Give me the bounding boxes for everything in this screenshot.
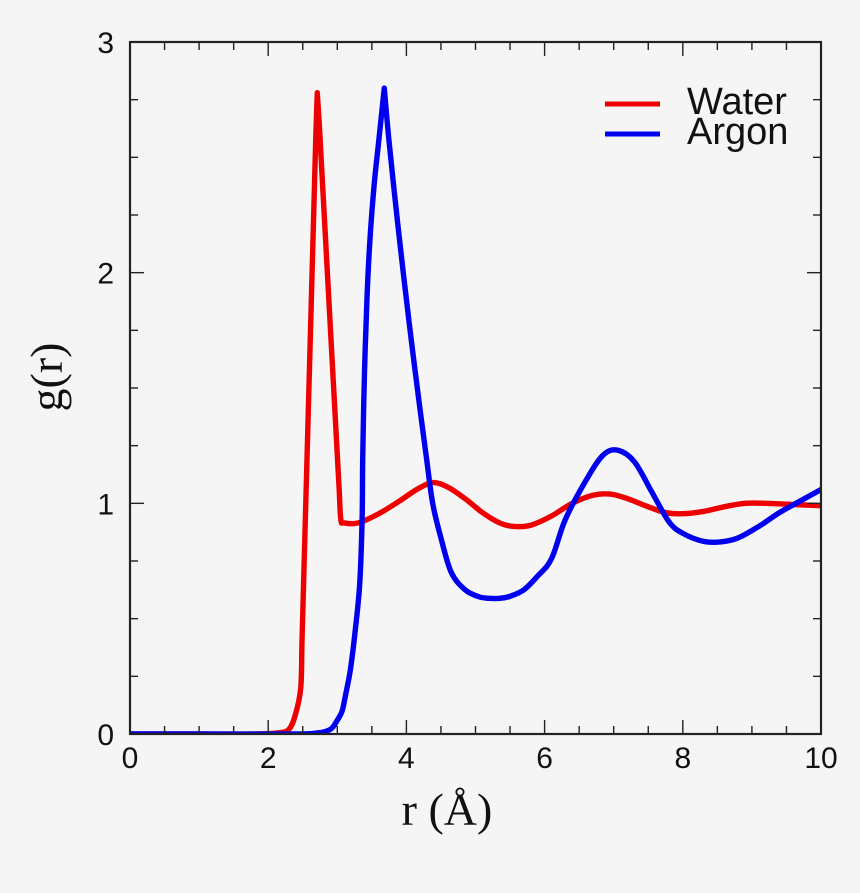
svg-text:10: 10 <box>804 742 837 775</box>
svg-text:3: 3 <box>97 27 114 60</box>
svg-text:8: 8 <box>674 742 691 775</box>
svg-text:r (Å): r (Å) <box>402 784 493 835</box>
svg-text:2: 2 <box>97 258 114 291</box>
svg-text:6: 6 <box>536 742 553 775</box>
svg-text:0: 0 <box>97 719 114 752</box>
svg-text:2: 2 <box>260 742 277 775</box>
svg-text:1: 1 <box>97 488 114 521</box>
svg-text:0: 0 <box>122 742 139 775</box>
svg-text:Argon: Argon <box>687 111 788 153</box>
svg-text:4: 4 <box>398 742 415 775</box>
svg-text:g(r): g(r) <box>21 343 72 412</box>
